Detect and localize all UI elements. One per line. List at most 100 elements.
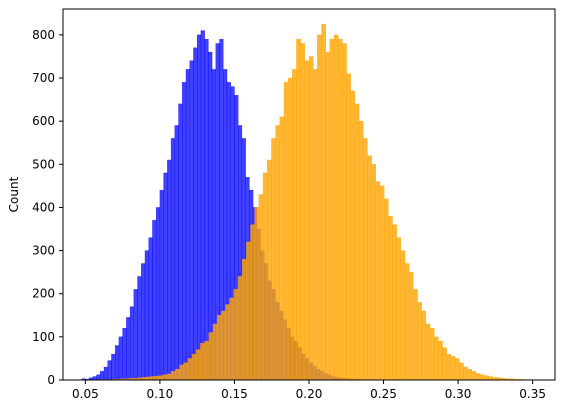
histogram-bar: [204, 340, 210, 381]
histogram-bar: [103, 366, 108, 381]
x-tick-label: 0.05: [72, 387, 99, 401]
histogram-bar: [208, 51, 213, 381]
x-tick-label: 0.20: [296, 387, 323, 401]
histogram-bar: [450, 356, 456, 381]
histogram-bar: [367, 155, 372, 381]
histogram-bar: [467, 369, 473, 381]
histogram-bar: [392, 224, 397, 381]
histogram-bar: [179, 364, 184, 381]
y-tick-label: 0: [47, 373, 55, 387]
histogram-bar: [421, 310, 427, 381]
histogram-bar: [346, 73, 351, 381]
histogram-bar: [338, 38, 343, 381]
histogram-bar: [189, 60, 194, 381]
y-tick-label: 600: [32, 114, 55, 128]
histogram-bar: [100, 371, 105, 381]
y-tick-label: 100: [32, 330, 55, 344]
y-tick-label: 400: [32, 200, 55, 214]
histogram-bar: [154, 375, 159, 381]
histogram-bar: [129, 306, 135, 381]
histogram-bar: [354, 103, 360, 381]
histogram-bar: [182, 82, 187, 381]
histogram-bar: [267, 159, 272, 381]
histogram-bar: [155, 207, 161, 381]
histogram-bar: [175, 369, 180, 381]
histogram-bar: [317, 34, 322, 381]
histogram-bar: [446, 353, 452, 381]
histogram-bar: [133, 289, 138, 381]
y-tick-label: 500: [32, 157, 55, 171]
histogram-bar: [216, 315, 222, 381]
histogram-bar: [196, 34, 202, 381]
x-tick-label: 0.10: [147, 387, 174, 401]
histogram-bar: [233, 289, 239, 381]
histogram-bar: [159, 189, 164, 381]
histogram-bar: [363, 138, 368, 381]
histogram-bar: [471, 371, 477, 381]
histogram-bar: [408, 271, 414, 381]
histogram-bar: [141, 263, 146, 381]
histogram-bar: [379, 185, 385, 381]
histogram-bar: [358, 120, 364, 381]
histogram-bar: [170, 138, 176, 381]
histogram-bar: [122, 328, 127, 381]
histogram-bar: [193, 47, 198, 381]
histogram-bar: [118, 336, 123, 381]
histogram-bar: [250, 224, 255, 381]
histogram-bar: [152, 220, 157, 381]
histogram-bar: [375, 181, 381, 381]
y-tick-label: 300: [32, 244, 55, 258]
y-tick-label: 700: [32, 71, 55, 85]
x-tick-label: 0.15: [221, 387, 248, 401]
histogram-bar: [479, 374, 485, 381]
histogram-bar: [396, 237, 402, 381]
histogram-bar: [488, 376, 493, 381]
histogram-bar: [417, 302, 422, 381]
x-tick-label: 0.35: [519, 387, 546, 401]
histogram-bar: [296, 38, 301, 381]
histogram-bar: [312, 69, 318, 381]
histogram-bar: [459, 362, 464, 381]
y-axis-label: Count: [7, 176, 21, 212]
histogram-bar: [196, 349, 201, 381]
histogram-bar: [400, 250, 406, 381]
histogram-bar: [329, 38, 335, 381]
histogram-bar: [158, 375, 164, 381]
histogram-bar: [212, 323, 218, 381]
histogram-bar: [137, 276, 142, 381]
y-tick-label: 200: [32, 287, 55, 301]
histogram-bar: [325, 51, 331, 381]
histogram-bar: [321, 23, 326, 381]
histogram-bar: [484, 375, 489, 381]
histogram-bar: [144, 250, 149, 381]
histogram-bar: [96, 374, 101, 381]
histogram-bar: [262, 172, 268, 381]
histogram-bar: [258, 194, 264, 381]
histogram-bar: [183, 362, 189, 381]
x-tick-label: 0.25: [370, 387, 397, 401]
histogram-bar: [246, 241, 251, 381]
histogram-bar: [150, 376, 155, 381]
histogram-bar: [163, 172, 168, 381]
histogram-bar: [237, 276, 243, 381]
histogram-bar: [200, 30, 205, 381]
axes-layer: 0.05 0.10 0.15 0.20 0.25 0.30 0.35 0 100 200 300 40…: [32, 8, 556, 401]
histogram-bar: [283, 82, 289, 381]
histogram-bar: [300, 43, 306, 381]
histogram-bar: [292, 69, 297, 381]
histogram-bar: [275, 125, 280, 381]
histogram-bar: [304, 60, 310, 381]
histogram-bar: [187, 358, 193, 381]
histogram-bar: [200, 343, 205, 381]
histogram-bar: [229, 297, 235, 381]
histogram-bar: [413, 289, 418, 381]
histogram-bar: [174, 125, 179, 381]
histogram-bar: [208, 332, 214, 381]
histogram-bar: [388, 215, 393, 381]
histogram-bar: [204, 38, 209, 381]
histogram-bar: [333, 34, 339, 381]
histogram-bar: [148, 237, 153, 381]
histogram-bar: [171, 371, 176, 381]
y-tick-label: 800: [32, 28, 55, 42]
